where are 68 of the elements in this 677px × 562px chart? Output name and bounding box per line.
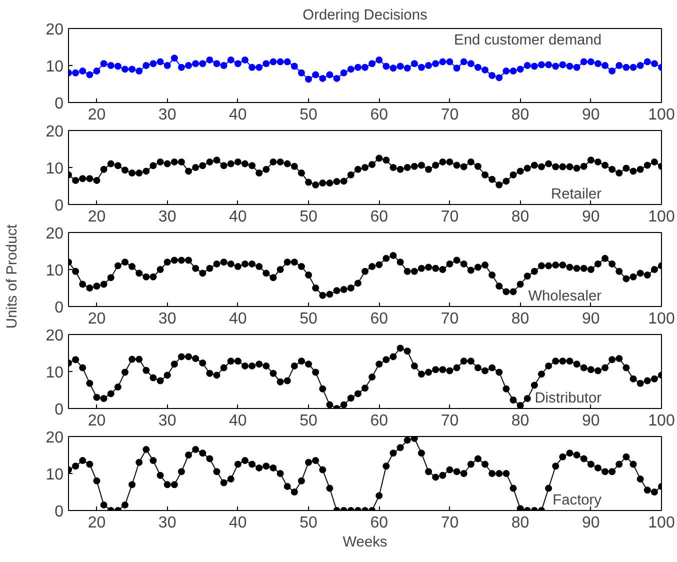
x-tick-label: 80 <box>511 208 530 226</box>
x-tick-label: 60 <box>370 310 388 328</box>
x-tick-label: 80 <box>511 106 530 124</box>
x-tick-label: 50 <box>300 106 318 124</box>
legend-label: Distributor <box>534 390 602 406</box>
y-tick-label: 0 <box>54 504 64 520</box>
x-tick-label: 40 <box>229 310 247 328</box>
x-tick-label: 40 <box>229 208 247 226</box>
y-tick-label: 20 <box>46 124 64 140</box>
chart-title: Ordering Decisions <box>302 8 428 24</box>
x-tick-label: 20 <box>88 514 106 532</box>
x-tick-label: 50 <box>300 208 318 226</box>
x-tick-label: 60 <box>370 208 388 226</box>
y-tick-label: 10 <box>46 262 64 280</box>
y-axis-title: Units of Product <box>4 224 20 329</box>
x-tick-label: 80 <box>511 310 530 328</box>
series-label: Factory <box>552 492 602 508</box>
x-tick-label: 90 <box>582 106 600 124</box>
y-tick-label: 10 <box>46 466 64 484</box>
y-tick-label: 0 <box>54 300 64 316</box>
y-tick-label: 0 <box>54 402 64 418</box>
x-tick-label: 100 <box>648 310 675 328</box>
y-tick-label: 20 <box>46 22 64 38</box>
x-axis-title: Weeks <box>342 534 388 550</box>
x-tick-label: 80 <box>511 412 530 430</box>
x-tick-label: 100 <box>648 106 675 124</box>
x-tick-label: 100 <box>648 514 675 532</box>
y-tick-label: 20 <box>46 328 64 344</box>
x-tick-label: 80 <box>511 514 530 532</box>
x-tick-label: 70 <box>440 310 459 328</box>
x-tick-label: 30 <box>158 412 176 430</box>
x-tick-label: 30 <box>158 208 176 226</box>
y-tick-label: 0 <box>54 96 64 112</box>
x-tick-label: 100 <box>648 208 675 226</box>
x-tick-label: 100 <box>648 412 675 430</box>
series-label: Wholesaler <box>528 288 602 304</box>
x-tick-label: 60 <box>370 514 388 532</box>
x-tick-label: 20 <box>88 208 106 226</box>
x-tick-label: 50 <box>300 514 318 532</box>
x-tick-label: 20 <box>88 412 106 430</box>
legend-label: Retailer <box>550 186 602 202</box>
x-tick-label: 30 <box>158 310 176 328</box>
y-tick-label: 10 <box>46 160 64 178</box>
x-tick-label: 70 <box>440 106 459 124</box>
x-tick-label: 50 <box>300 412 318 430</box>
x-tick-label: 40 <box>229 514 247 532</box>
x-tick-label: 50 <box>300 310 318 328</box>
x-tick-label: 30 <box>158 514 176 532</box>
y-tick-label: 10 <box>46 58 64 76</box>
x-tick-label: 90 <box>582 208 600 226</box>
series-label: End customer demand <box>454 32 602 48</box>
x-tick-label: 90 <box>582 514 600 532</box>
x-tick-label: 60 <box>370 412 388 430</box>
x-tick-label: 90 <box>582 310 600 328</box>
x-tick-label: 20 <box>88 106 106 124</box>
y-tick-label: 10 <box>46 364 64 382</box>
x-tick-label: 30 <box>158 106 176 124</box>
x-tick-label: 20 <box>88 310 106 328</box>
x-tick-label: 70 <box>440 412 459 430</box>
y-tick-label: 20 <box>46 226 64 242</box>
y-tick-label: 20 <box>46 430 64 446</box>
x-tick-label: 40 <box>229 412 247 430</box>
x-tick-label: 60 <box>370 106 388 124</box>
y-tick-label: 0 <box>54 198 64 214</box>
x-tick-label: 70 <box>440 208 459 226</box>
x-tick-label: 70 <box>440 514 459 532</box>
x-tick-label: 90 <box>582 412 600 430</box>
x-tick-label: 40 <box>229 106 247 124</box>
